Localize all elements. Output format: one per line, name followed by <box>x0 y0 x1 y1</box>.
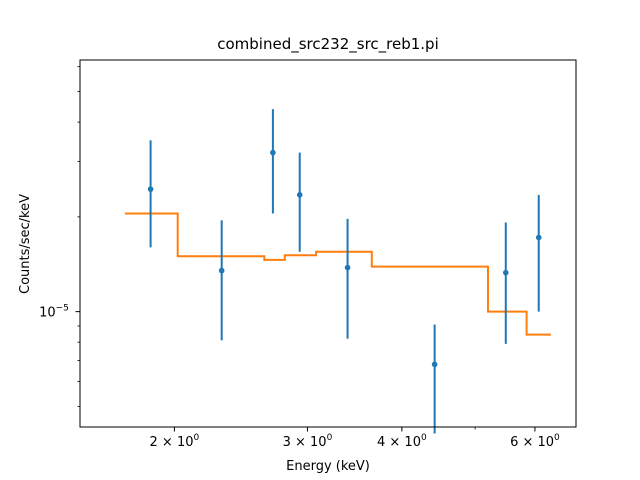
data-point-3 <box>270 149 276 156</box>
data-point-6 <box>431 361 438 368</box>
data-point-5 <box>344 264 351 271</box>
chart-title: combined_src232_src_reb1.pi <box>217 35 439 54</box>
data-layer <box>147 109 542 434</box>
x-tick-label-2: 3 × 100 <box>283 433 333 450</box>
x-tick-label-1: 2 × 100 <box>150 433 200 450</box>
x-tick-label-3: 4 × 100 <box>377 433 427 450</box>
x-tick-label-4: 6 × 100 <box>510 433 560 450</box>
x-axis-label: Energy (keV) <box>286 459 370 474</box>
plot-frame <box>79 59 577 428</box>
axes-layer: 2 × 100 3 × 100 4 × 100 6 × 100 10−5 <box>39 59 577 450</box>
data-point-8 <box>535 234 542 241</box>
y-tick-label-1: 10−5 <box>39 304 69 321</box>
data-point-2 <box>218 267 225 274</box>
model-layer <box>124 212 551 336</box>
data-point-7 <box>502 269 509 276</box>
model-step-line <box>124 212 551 336</box>
y-axis-label: Counts/sec/keV <box>18 194 33 294</box>
data-point-1 <box>147 186 154 192</box>
data-point-4 <box>296 192 303 198</box>
